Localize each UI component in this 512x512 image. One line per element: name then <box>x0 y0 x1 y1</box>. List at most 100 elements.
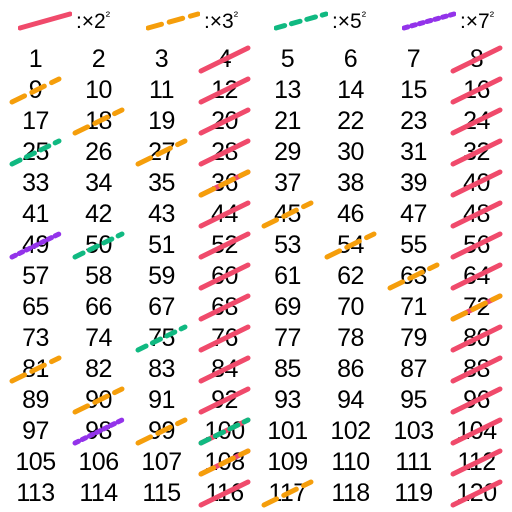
cell-number: 52 <box>211 231 238 260</box>
cell-number: 31 <box>400 138 427 167</box>
cell: 55 <box>382 230 445 261</box>
cell: 18 <box>67 106 130 137</box>
cell: 32 <box>445 137 508 168</box>
cell-number: 19 <box>148 107 175 136</box>
cell: 65 <box>4 292 67 323</box>
cell: 10 <box>67 75 130 106</box>
cell: 70 <box>319 292 382 323</box>
cell-number: 38 <box>337 169 364 198</box>
cell: 92 <box>193 385 256 416</box>
cell: 105 <box>4 447 67 478</box>
cell: 62 <box>319 261 382 292</box>
legend-item-sieve7: :×7² <box>402 8 494 34</box>
legend-item-sieve3: :×3² <box>146 8 238 34</box>
cell-number: 116 <box>205 479 243 508</box>
cell-number: 78 <box>337 324 364 353</box>
cell-number: 117 <box>268 479 306 508</box>
cell: 47 <box>382 199 445 230</box>
cell-number: 34 <box>85 169 112 198</box>
cell: 87 <box>382 354 445 385</box>
cell: 41 <box>4 199 67 230</box>
cell: 48 <box>445 199 508 230</box>
cell-number: 56 <box>463 231 490 260</box>
cell-number: 24 <box>463 107 490 136</box>
cell: 66 <box>67 292 130 323</box>
cell-number: 33 <box>22 169 49 198</box>
cell-number: 58 <box>85 262 112 291</box>
cell: 14 <box>319 75 382 106</box>
cell-number: 54 <box>337 231 364 260</box>
cell-number: 114 <box>79 479 117 508</box>
cell: 84 <box>193 354 256 385</box>
cell-number: 30 <box>337 138 364 167</box>
cell: 2 <box>67 44 130 75</box>
cell-number: 101 <box>267 417 307 446</box>
legend-label: :×5² <box>332 8 366 34</box>
cell: 99 <box>130 416 193 447</box>
cell-number: 1 <box>29 45 42 74</box>
cell: 29 <box>256 137 319 168</box>
cell-number: 12 <box>211 76 238 105</box>
cell-number: 2 <box>92 45 105 74</box>
cell-number: 110 <box>331 448 369 477</box>
cell: 36 <box>193 168 256 199</box>
cell-number: 102 <box>330 417 370 446</box>
cell-number: 9 <box>29 76 42 105</box>
cell: 106 <box>67 447 130 478</box>
cell: 78 <box>319 323 382 354</box>
cell: 11 <box>130 75 193 106</box>
cell: 118 <box>319 478 382 509</box>
cell-number: 111 <box>395 448 432 477</box>
cell-number: 98 <box>85 417 112 446</box>
cell: 71 <box>382 292 445 323</box>
cell-number: 8 <box>470 45 483 74</box>
cell: 37 <box>256 168 319 199</box>
cell: 54 <box>319 230 382 261</box>
cell: 93 <box>256 385 319 416</box>
cell: 6 <box>319 44 382 75</box>
cell: 73 <box>4 323 67 354</box>
cell-number: 40 <box>463 169 490 198</box>
cell: 97 <box>4 416 67 447</box>
cell: 49 <box>4 230 67 261</box>
cell: 69 <box>256 292 319 323</box>
cell: 5 <box>256 44 319 75</box>
cell-number: 13 <box>274 76 301 105</box>
cell: 115 <box>130 478 193 509</box>
cell-number: 71 <box>400 293 427 322</box>
cell: 98 <box>67 416 130 447</box>
cell-number: 35 <box>148 169 175 198</box>
cell: 116 <box>193 478 256 509</box>
cell: 85 <box>256 354 319 385</box>
cell-number: 72 <box>463 293 490 322</box>
cell-number: 16 <box>463 76 490 105</box>
cell: 4 <box>193 44 256 75</box>
cell: 81 <box>4 354 67 385</box>
cell-number: 37 <box>274 169 301 198</box>
cell: 25 <box>4 137 67 168</box>
cell: 82 <box>67 354 130 385</box>
cell: 42 <box>67 199 130 230</box>
cell-number: 55 <box>400 231 427 260</box>
cell: 86 <box>319 354 382 385</box>
cell: 79 <box>382 323 445 354</box>
cell-number: 36 <box>211 169 238 198</box>
cell-number: 81 <box>22 355 49 384</box>
cell-number: 77 <box>274 324 301 353</box>
cell: 104 <box>445 416 508 447</box>
cell-number: 93 <box>274 386 301 415</box>
cell: 19 <box>130 106 193 137</box>
cell: 12 <box>193 75 256 106</box>
cell: 63 <box>382 261 445 292</box>
cell-number: 28 <box>211 138 238 167</box>
cell-number: 15 <box>400 76 427 105</box>
cell: 52 <box>193 230 256 261</box>
cell-number: 48 <box>463 200 490 229</box>
cell: 75 <box>130 323 193 354</box>
cell: 8 <box>445 44 508 75</box>
cell-number: 7 <box>407 45 420 74</box>
cell: 39 <box>382 168 445 199</box>
cell-number: 66 <box>85 293 112 322</box>
cell: 72 <box>445 292 508 323</box>
cell: 50 <box>67 230 130 261</box>
